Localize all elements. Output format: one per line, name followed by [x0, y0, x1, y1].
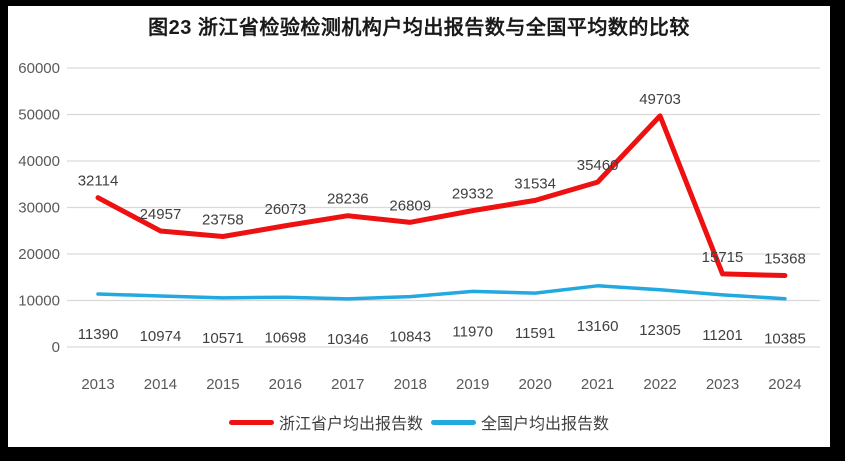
legend-label-national: 全国户均出报告数	[481, 416, 610, 433]
legend: 浙江省户均出报告数 全国户均出报告数	[8, 410, 830, 434]
legend-item-zhejiang: 浙江省户均出报告数	[228, 410, 423, 434]
legend-item-national: 全国户均出报告数	[431, 410, 609, 434]
chart-canvas	[8, 6, 830, 447]
chart-title: 图23 浙江省检验检测机构户均出报告数与全国平均数的比较	[148, 17, 690, 39]
legend-swatch-national	[431, 419, 476, 425]
legend-label-zhejiang: 浙江省户均出报告数	[278, 416, 423, 433]
legend-swatch-zhejiang	[228, 419, 274, 425]
